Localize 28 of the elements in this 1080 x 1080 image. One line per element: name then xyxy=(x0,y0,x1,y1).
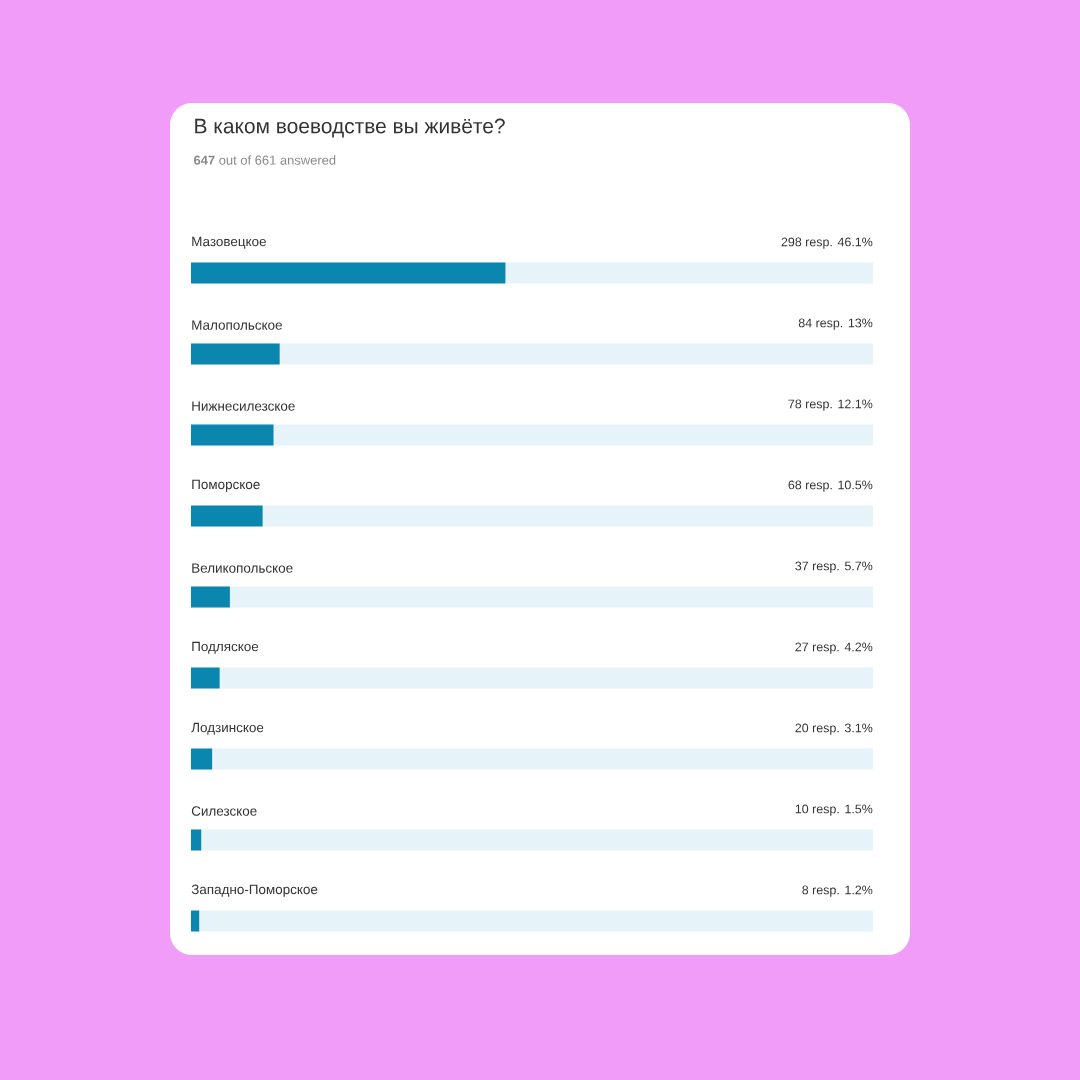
data-label: 84 resp. 13% xyxy=(798,318,873,330)
y-tick-label: Подляское xyxy=(192,641,259,654)
y-tick-label: Поморское xyxy=(192,479,260,492)
data-label: 8 resp. 1.2% xyxy=(802,885,873,897)
data-label: 10 resp. 1.5% xyxy=(795,804,873,816)
chart-subtitle: 647 out of 661 answered xyxy=(193,155,336,165)
data-label: 78 resp. 12.1% xyxy=(788,399,873,411)
bar xyxy=(191,586,230,608)
chart-title: В каком воеводстве вы живёте? xyxy=(195,118,505,138)
data-label: 20 resp. 3.1% xyxy=(795,723,873,735)
y-tick-label: Нижнесилезское xyxy=(192,401,295,411)
data-label: 298 resp. 46.1% xyxy=(781,237,873,249)
y-tick-label: Великопольское xyxy=(192,563,293,573)
bar xyxy=(191,829,202,851)
y-tick-label: Силезское xyxy=(191,806,257,816)
bar xyxy=(191,424,274,446)
y-tick-label: Западно-Поморское xyxy=(191,884,318,897)
data-label: 37 resp. 5.7% xyxy=(795,561,873,573)
bar xyxy=(191,343,280,365)
y-tick-label: Мазовецкое xyxy=(192,236,266,249)
bar xyxy=(191,667,220,689)
y-tick-label: Малопольское xyxy=(192,320,282,330)
bar xyxy=(191,505,263,527)
data-label: 27 resp. 4.2% xyxy=(795,642,873,654)
bar xyxy=(191,748,213,770)
y-tick-label: Лодзинское xyxy=(191,722,264,735)
bar xyxy=(191,910,200,932)
data-label: 68 resp. 10.5% xyxy=(788,480,873,492)
